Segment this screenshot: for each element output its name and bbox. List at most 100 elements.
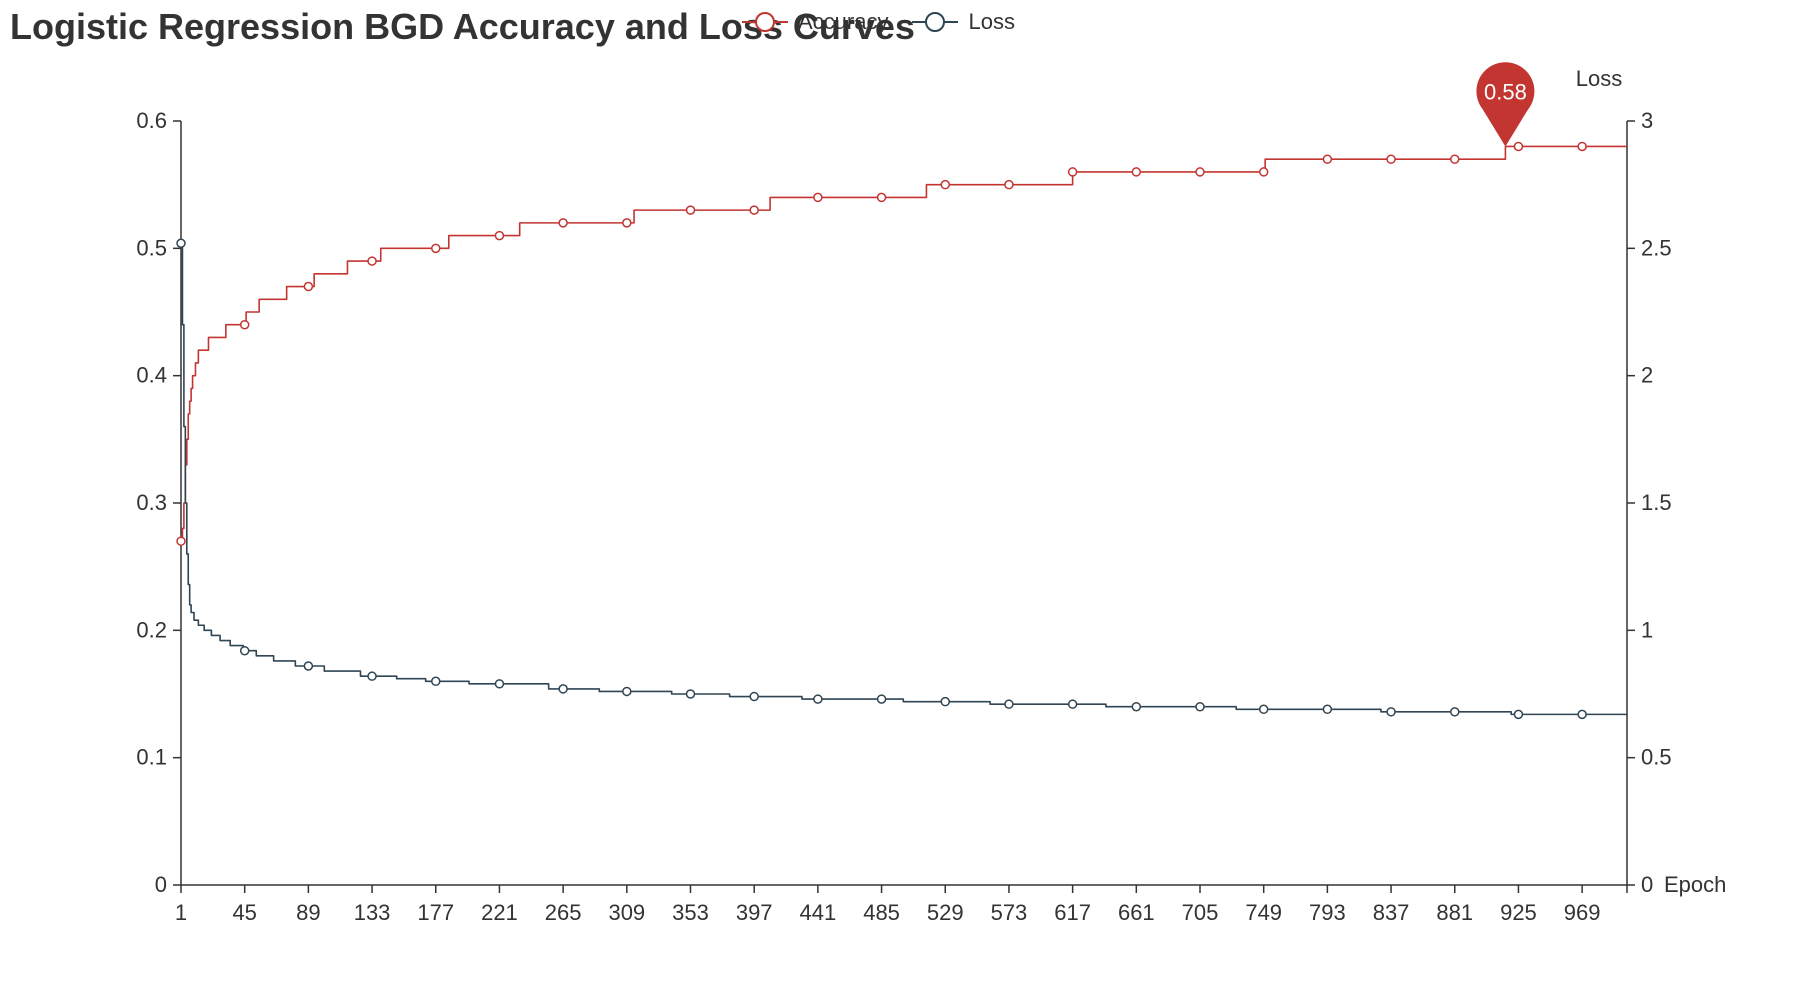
y-left-tick-label: 0.4 bbox=[136, 363, 167, 388]
data-point-accuracy[interactable] bbox=[876, 192, 887, 203]
data-point-accuracy[interactable] bbox=[1004, 179, 1014, 190]
series-layer bbox=[176, 141, 1627, 720]
max-value-pin[interactable] bbox=[1476, 62, 1535, 147]
data-point-loss[interactable] bbox=[367, 671, 377, 681]
data-point-loss[interactable] bbox=[876, 694, 887, 704]
data-point-loss[interactable] bbox=[1258, 704, 1269, 715]
series-line-loss bbox=[181, 242, 1627, 716]
x-tick-label: 837 bbox=[1373, 900, 1410, 925]
x-tick-label: 573 bbox=[991, 900, 1028, 925]
data-point-loss[interactable] bbox=[239, 645, 250, 656]
x-axis-label: Epoch bbox=[1664, 872, 1726, 897]
x-tick-label: 441 bbox=[800, 900, 837, 925]
legend: Accuracy Loss bbox=[740, 8, 1015, 36]
x-tick-label: 969 bbox=[1564, 900, 1601, 925]
data-point-loss[interactable] bbox=[813, 694, 823, 704]
y-right-tick-label: 0 bbox=[1641, 872, 1653, 897]
y-right-tick-label: 1.5 bbox=[1641, 490, 1672, 515]
x-tick-label: 133 bbox=[354, 900, 391, 925]
x-tick-label: 661 bbox=[1118, 900, 1155, 925]
data-point-loss[interactable] bbox=[494, 679, 505, 689]
legend-item-accuracy[interactable]: Accuracy bbox=[740, 9, 888, 35]
y-left-tick-label: 0 bbox=[155, 872, 167, 897]
x-tick-label: 353 bbox=[672, 900, 709, 925]
x-tick-label: 529 bbox=[927, 900, 964, 925]
data-point-accuracy[interactable] bbox=[622, 218, 632, 228]
data-point-accuracy[interactable] bbox=[494, 230, 505, 241]
x-tick-label: 881 bbox=[1436, 900, 1473, 925]
data-point-loss[interactable] bbox=[558, 684, 568, 694]
series-line-accuracy bbox=[181, 145, 1627, 542]
data-point-loss[interactable] bbox=[1322, 704, 1333, 715]
data-point-accuracy[interactable] bbox=[1131, 167, 1142, 177]
y-right-tick-label: 2 bbox=[1641, 363, 1653, 388]
data-point-accuracy[interactable] bbox=[1450, 154, 1460, 164]
data-point-loss[interactable] bbox=[431, 676, 441, 687]
data-point-accuracy[interactable] bbox=[367, 256, 377, 266]
x-tick-label: 221 bbox=[481, 900, 518, 925]
data-point-loss[interactable] bbox=[303, 661, 314, 671]
y-right-tick-label: 1 bbox=[1641, 617, 1653, 642]
data-point-accuracy[interactable] bbox=[1513, 141, 1524, 152]
max-value-label: 0.58 bbox=[1484, 79, 1527, 104]
data-point-accuracy[interactable] bbox=[558, 218, 568, 228]
data-point-loss[interactable] bbox=[1131, 701, 1142, 712]
x-tick-label: 309 bbox=[608, 900, 645, 925]
x-tick-label: 45 bbox=[232, 900, 256, 925]
y-right-tick-label: 0.5 bbox=[1641, 745, 1672, 770]
y-left-tick-label: 0.6 bbox=[136, 108, 167, 133]
y-left-tick-label: 0.2 bbox=[136, 617, 167, 642]
x-tick-label: 397 bbox=[736, 900, 773, 925]
x-tick-label: 485 bbox=[863, 900, 900, 925]
x-tick-label: 617 bbox=[1054, 900, 1091, 925]
legend-label-accuracy: Accuracy bbox=[798, 9, 889, 34]
data-point-loss[interactable] bbox=[940, 696, 951, 707]
y-right-tick-label: 2.5 bbox=[1641, 235, 1672, 260]
data-point-loss[interactable] bbox=[1450, 707, 1460, 717]
y-left-tick-label: 0.1 bbox=[136, 745, 167, 770]
data-point-loss[interactable] bbox=[749, 691, 759, 702]
marker-layer: 0.58 bbox=[1476, 62, 1535, 147]
legend-accuracy-symbol bbox=[742, 12, 788, 32]
x-tick-label: 925 bbox=[1500, 900, 1537, 925]
data-point-loss[interactable] bbox=[1513, 709, 1524, 720]
x-tick-label: 89 bbox=[296, 900, 320, 925]
data-point-loss[interactable] bbox=[1577, 709, 1587, 720]
data-point-accuracy[interactable] bbox=[813, 192, 823, 203]
data-point-loss[interactable] bbox=[1067, 699, 1078, 709]
x-tick-label: 705 bbox=[1182, 900, 1219, 925]
data-point-loss[interactable] bbox=[685, 689, 696, 699]
data-point-accuracy[interactable] bbox=[749, 205, 759, 215]
x-tick-label: 177 bbox=[417, 900, 454, 925]
data-point-accuracy[interactable] bbox=[685, 205, 696, 215]
data-point-loss[interactable] bbox=[622, 686, 632, 697]
x-tick-label: 1 bbox=[175, 900, 187, 925]
data-point-accuracy[interactable] bbox=[176, 536, 186, 546]
axes: 0 0.1 0.2 0.3 0.4 0.5 0.6 0 0.5 1 1.5 2 2.5 3 Loss Epoc… bbox=[136, 66, 1726, 925]
y-left-tick-label: 0.5 bbox=[136, 235, 167, 260]
data-point-accuracy[interactable] bbox=[1577, 141, 1587, 152]
data-point-accuracy[interactable] bbox=[1258, 167, 1269, 177]
data-point-accuracy[interactable] bbox=[1195, 167, 1205, 177]
data-point-loss[interactable] bbox=[1195, 701, 1205, 712]
x-tick-label: 793 bbox=[1309, 900, 1346, 925]
data-point-accuracy[interactable] bbox=[940, 179, 951, 190]
data-point-accuracy[interactable] bbox=[431, 243, 441, 254]
data-point-loss[interactable] bbox=[176, 238, 186, 248]
data-point-accuracy[interactable] bbox=[303, 281, 314, 292]
y-right-tick-label: 3 bbox=[1641, 108, 1653, 133]
data-point-loss[interactable] bbox=[1004, 699, 1014, 709]
x-tick-label: 749 bbox=[1245, 900, 1282, 925]
data-point-loss[interactable] bbox=[1386, 707, 1396, 717]
x-tick-label: 265 bbox=[545, 900, 582, 925]
legend-loss-symbol bbox=[912, 12, 959, 32]
y-left-tick-label: 0.3 bbox=[136, 490, 167, 515]
data-point-accuracy[interactable] bbox=[1322, 154, 1333, 164]
y-right-axis-label: Loss bbox=[1576, 66, 1622, 91]
data-point-accuracy[interactable] bbox=[1067, 167, 1078, 177]
legend-label-loss: Loss bbox=[968, 9, 1015, 34]
data-point-accuracy[interactable] bbox=[239, 319, 250, 330]
legend-item-loss[interactable]: Loss bbox=[910, 9, 1015, 35]
data-point-accuracy[interactable] bbox=[1386, 154, 1396, 164]
